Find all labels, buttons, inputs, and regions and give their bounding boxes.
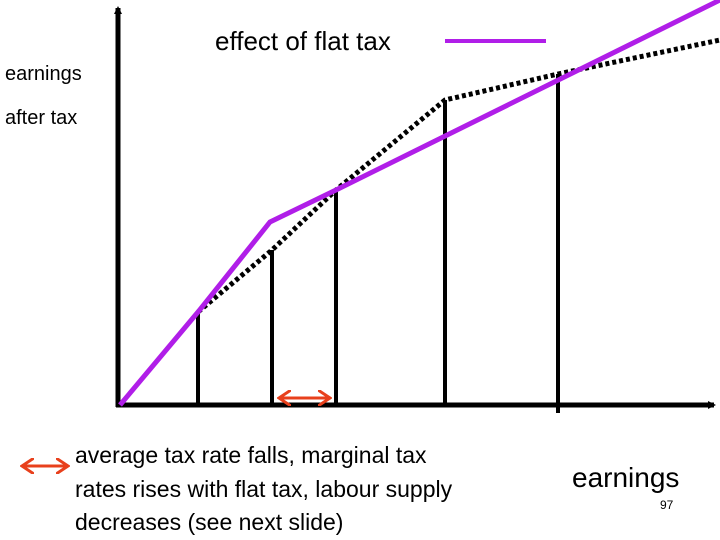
x-axis-label: earnings	[572, 462, 679, 493]
drop-lines	[196, 74, 560, 413]
progressive-schedule	[196, 37, 720, 314]
note-line: decreases (see next slide)	[75, 509, 343, 535]
legend-label: effect of flat tax	[215, 26, 391, 56]
y-axis-label: earnings	[5, 63, 82, 85]
y-axis-label: after tax	[5, 107, 77, 129]
page-number: 97	[660, 498, 674, 512]
flat-tax-line	[118, 0, 720, 407]
note-line: rates rises with flat tax, labour supply	[75, 476, 453, 502]
note-line: average tax rate falls, marginal tax	[75, 442, 427, 468]
